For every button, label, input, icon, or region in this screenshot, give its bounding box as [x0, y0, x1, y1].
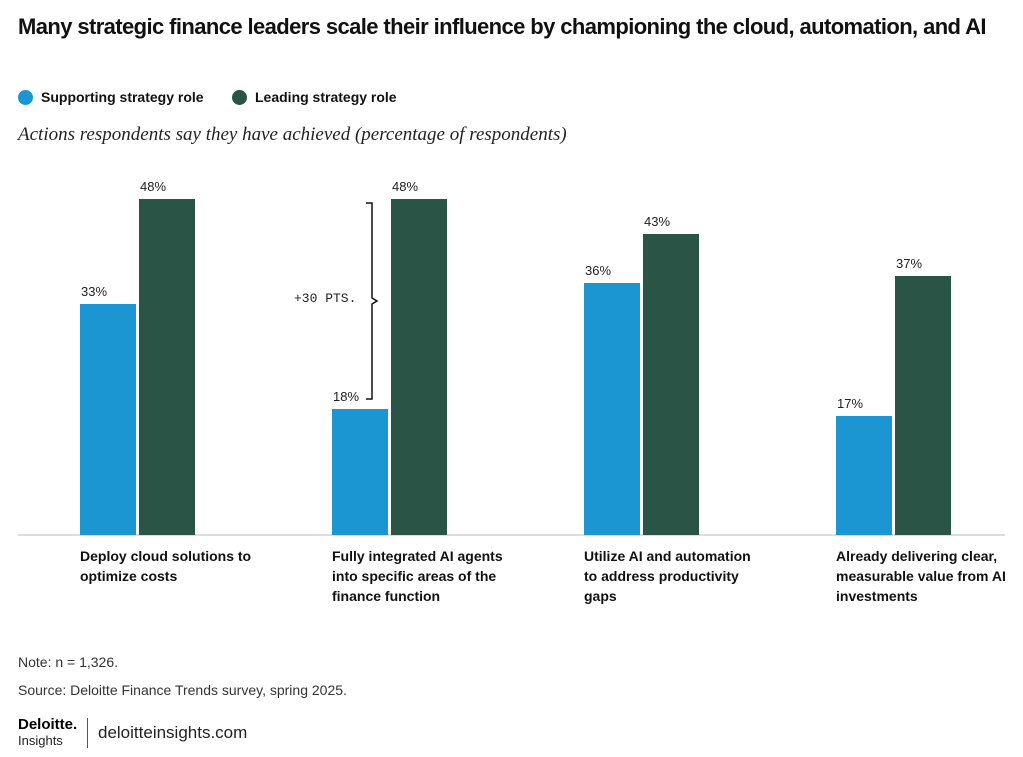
legend-swatch — [18, 89, 33, 105]
value-label: 43% — [644, 214, 670, 229]
x-tick-label: Deploy cloud solutions to optimize costs — [80, 548, 252, 584]
value-label: 18% — [333, 389, 359, 404]
bar — [584, 283, 640, 535]
source: Source: Deloitte Finance Trends survey, … — [18, 682, 347, 698]
annotation: +30 PTS. — [294, 291, 356, 306]
bar — [391, 199, 447, 535]
value-label: 36% — [585, 263, 611, 278]
logo-sub: Insights — [18, 733, 63, 748]
chart-title: Many strategic finance leaders scale the… — [18, 14, 986, 39]
value-label: 37% — [896, 256, 922, 271]
x-tick-label: Utilize AI and automation to address pro… — [584, 548, 751, 604]
website: deloitteinsights.com — [98, 723, 248, 742]
bar — [643, 234, 699, 535]
legend-label: Leading strategy role — [255, 89, 397, 105]
bar — [80, 304, 136, 535]
value-label: 48% — [140, 179, 166, 194]
x-tick-label: Fully integrated AI agents into specific… — [332, 548, 503, 604]
legend-swatch — [232, 89, 247, 105]
bar — [332, 409, 388, 535]
value-label: 48% — [392, 179, 418, 194]
divider — [87, 718, 88, 748]
x-tick-label: Already delivering clear, measurable val… — [836, 548, 1006, 604]
legend-item: Supporting strategy role — [18, 89, 204, 105]
bar — [895, 276, 951, 535]
legend-item: Leading strategy role — [232, 89, 397, 105]
logo: Deloitte. — [18, 716, 78, 733]
bracket — [366, 202, 379, 400]
subtitle: Actions respondents say they have achiev… — [18, 124, 567, 145]
note: Note: n = 1,326. — [18, 654, 119, 670]
bar — [139, 199, 195, 535]
bar — [836, 416, 892, 535]
legend-label: Supporting strategy role — [41, 89, 204, 105]
value-label: 17% — [837, 396, 863, 411]
value-label: 33% — [81, 284, 107, 299]
